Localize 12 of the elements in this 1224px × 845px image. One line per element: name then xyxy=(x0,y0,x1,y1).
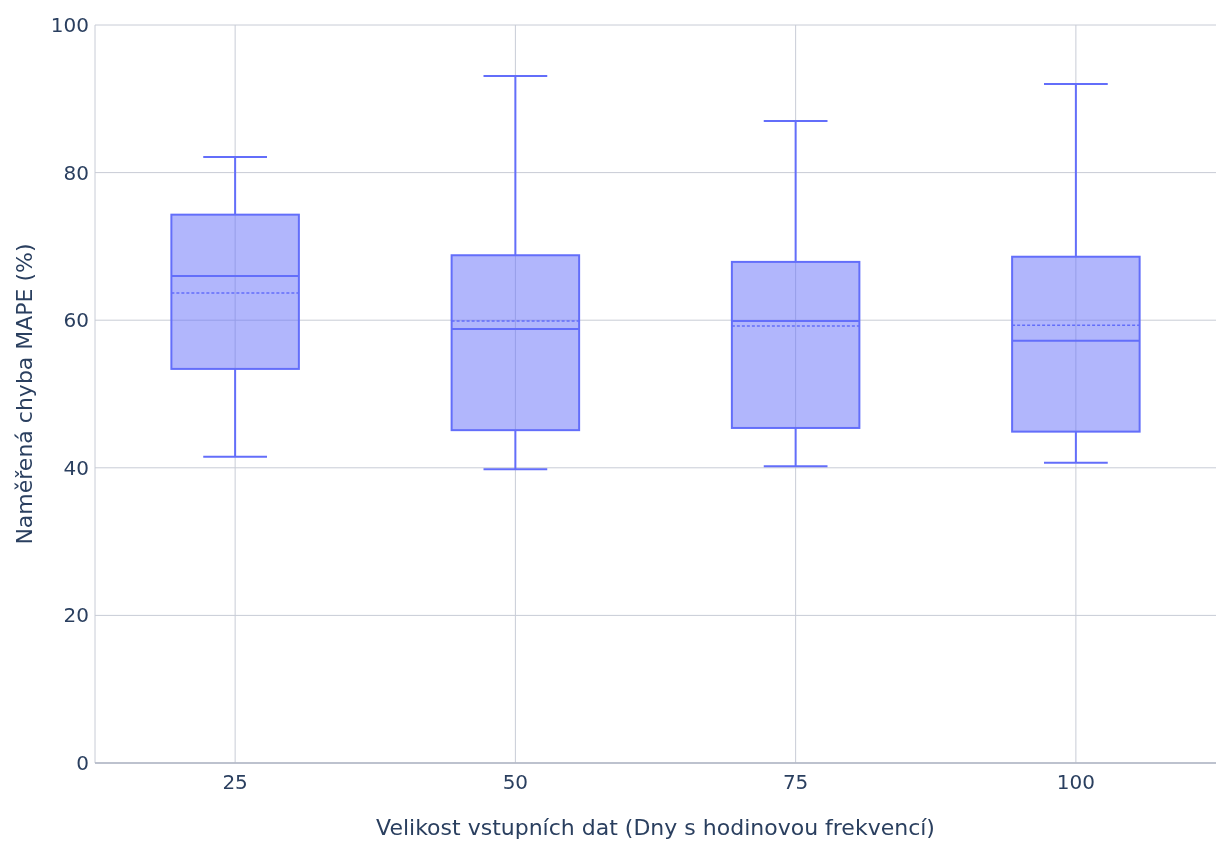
y-tick-label: 60 xyxy=(63,308,89,333)
y-axis-title: Naměřená chyba MAPE (%) xyxy=(12,243,37,545)
y-tick-label: 80 xyxy=(63,160,89,185)
y-tick-label: 100 xyxy=(50,13,89,37)
y-tick-label: 0 xyxy=(76,751,89,775)
x-axis-title: Velikost vstupních dat (Dny s hodinovou frekvencí) xyxy=(376,815,935,840)
y-tick-label: 40 xyxy=(63,455,89,480)
x-tick-label: 100 xyxy=(1056,770,1095,794)
y-tick-label: 20 xyxy=(63,603,89,628)
x-tick-label: 25 xyxy=(222,770,248,794)
x-tick-label: 50 xyxy=(502,770,529,794)
x-tick-label: 75 xyxy=(782,770,809,794)
